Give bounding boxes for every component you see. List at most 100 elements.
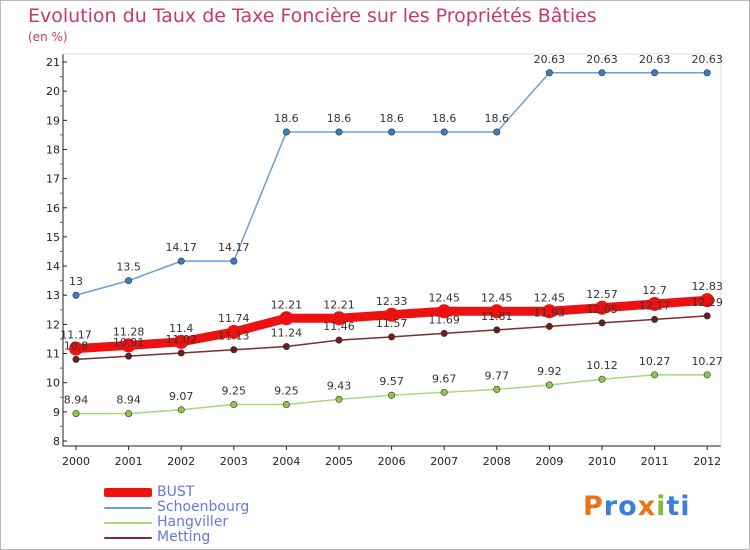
legend-item: Metting (104, 530, 249, 545)
y-tick-label: 20 (46, 85, 60, 98)
series-schoenbourg (72, 69, 711, 299)
data-label: 11.69 (428, 313, 460, 326)
x-tick-label: 2003 (220, 455, 248, 468)
data-label: 9.92 (537, 365, 562, 378)
legend-item: BUST (104, 485, 249, 500)
data-point (647, 296, 662, 311)
data-point (440, 388, 448, 396)
logo-letter: o (618, 491, 638, 522)
x-tick-label: 2009 (535, 455, 563, 468)
proxiti-logo: Proxiti (583, 491, 691, 522)
chart-title: Evolution du Taux de Taxe Foncière sur l… (28, 5, 597, 27)
data-labels: 11.17 11.28 11.4 11.74 12.21 12.21 12.33 12.45 1… (60, 53, 723, 407)
data-label: 13.5 (116, 261, 141, 274)
y-tick-label: 9 (53, 406, 60, 419)
legend-label: Hangviller (157, 514, 229, 530)
data-point (388, 333, 396, 341)
x-tick-label: 2007 (430, 455, 458, 468)
series-bust (69, 293, 715, 356)
data-label: 12.21 (323, 298, 355, 311)
x-tick-label: 2008 (483, 455, 511, 468)
data-label: 11.02 (165, 333, 197, 346)
data-label: 12.57 (586, 288, 618, 301)
data-label: 10.91 (113, 336, 145, 349)
data-point (279, 311, 294, 326)
series-metting (72, 312, 711, 363)
logo-letter: t (666, 491, 681, 522)
data-label: 18.6 (432, 112, 457, 125)
data-label: 9.67 (432, 372, 457, 385)
data-point (230, 346, 238, 354)
data-point (121, 338, 136, 353)
y-tick-label: 18 (46, 143, 60, 156)
data-label: 18.6 (485, 112, 510, 125)
data-label: 12.45 (428, 291, 460, 304)
data-point (72, 410, 80, 418)
data-point (230, 401, 238, 409)
data-label: 20.63 (534, 53, 566, 66)
x-tick-label: 2002 (167, 455, 195, 468)
x-tick-label: 2004 (272, 455, 300, 468)
data-point (72, 355, 80, 363)
legend-item: Hangviller (104, 515, 249, 530)
data-point (493, 326, 501, 334)
data-label: 11.57 (376, 317, 408, 330)
data-label: 11.17 (60, 329, 92, 342)
data-label: 12.45 (481, 291, 513, 304)
data-point (542, 304, 557, 319)
data-point (651, 315, 659, 323)
data-label: 9.25 (274, 385, 299, 398)
y-tick-label: 11 (46, 348, 60, 361)
legend-label: BUST (157, 484, 195, 500)
legend-item: Schoenbourg (104, 500, 249, 515)
unit-label: (en %) (28, 30, 68, 44)
x-tick-label: 2005 (325, 455, 353, 468)
logo-letter: x (637, 491, 657, 522)
data-label: 10.27 (691, 355, 723, 368)
data-point (177, 406, 185, 414)
data-label: 11.24 (271, 327, 303, 340)
legend-swatch (104, 536, 152, 539)
data-label: 12.83 (691, 280, 723, 293)
data-point (595, 300, 609, 315)
data-label: 12.29 (691, 296, 723, 309)
x-tick-label: 2000 (62, 455, 90, 468)
logo-letter: i (656, 491, 667, 522)
data-point (72, 291, 80, 299)
data-label: 14.17 (165, 241, 197, 254)
data-label: 11.4 (169, 322, 194, 335)
data-point (282, 128, 290, 136)
data-label: 11.93 (534, 306, 566, 319)
data-point (125, 352, 133, 360)
y-tick-label: 12 (46, 318, 60, 331)
data-label: 10.27 (639, 355, 671, 368)
legend-swatch (104, 521, 152, 524)
data-label: 8.94 (116, 394, 141, 407)
data-point (651, 371, 659, 379)
data-point (335, 336, 343, 344)
legend: BUST Schoenbourg Hangviller Metting (104, 485, 249, 545)
data-point (125, 410, 133, 418)
data-point (440, 329, 448, 337)
data-point (384, 307, 399, 322)
x-tick-label: 2011 (641, 455, 669, 468)
data-label: 9.25 (222, 385, 247, 398)
data-point (388, 128, 396, 136)
data-point (125, 277, 133, 285)
data-point (598, 375, 606, 383)
data-label: 13 (69, 275, 83, 288)
data-point (69, 341, 83, 356)
data-label: 18.6 (274, 112, 299, 125)
data-label: 14.17 (218, 241, 250, 254)
data-point (332, 311, 346, 326)
data-label: 9.07 (169, 390, 194, 403)
logo-letter: i (680, 491, 691, 522)
data-label: 8.94 (64, 394, 89, 407)
data-point (282, 401, 290, 409)
legend-label: Schoenbourg (157, 499, 250, 515)
data-label: 12.7 (642, 284, 667, 297)
data-label: 10.12 (586, 359, 618, 372)
legend-swatch (104, 506, 152, 509)
data-point (282, 343, 290, 351)
